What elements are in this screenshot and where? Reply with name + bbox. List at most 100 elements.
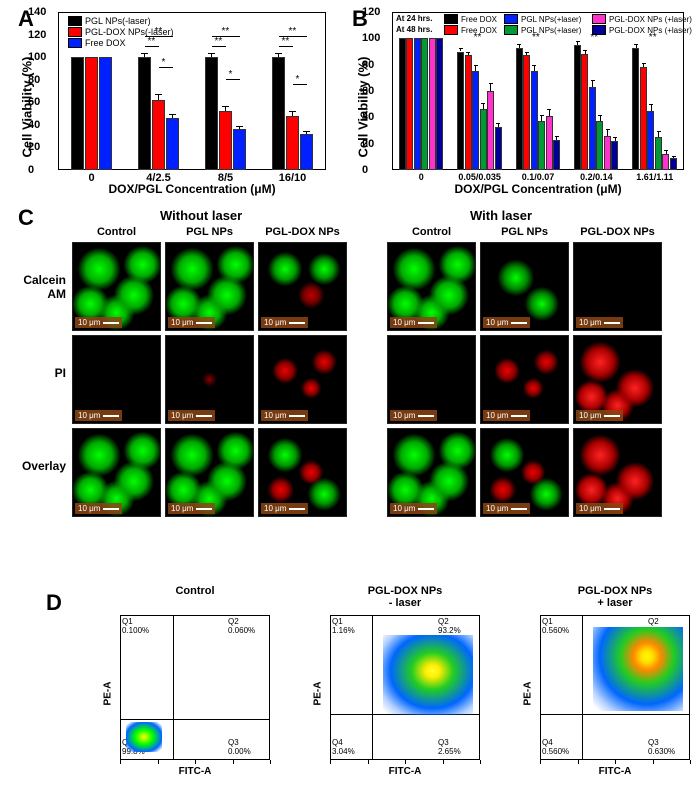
chart-a-xlabel: DOX/PGL Concentration (μM) — [58, 182, 326, 196]
ytick: 100 — [28, 51, 54, 63]
ytick: 40 — [362, 111, 388, 123]
flow-quadrant-label: Q10.560% — [542, 617, 569, 635]
ytick: 100 — [362, 32, 388, 44]
bar — [300, 134, 313, 170]
microscopy-cell: 10 μm — [387, 335, 476, 424]
bar — [472, 71, 479, 170]
chart-a-ylabel: Cell Viability (%) — [20, 28, 35, 158]
panel-c-label: C — [18, 205, 34, 231]
scale-bar: 10 μm — [390, 317, 437, 328]
bar — [546, 116, 553, 170]
flow-quadrant-label: Q293.2% — [438, 617, 461, 635]
microscopy-cell: 10 μm — [573, 428, 662, 517]
legend-item: Free DOX — [444, 14, 504, 24]
bar — [596, 121, 603, 170]
microscopy-cell: 10 μm — [480, 242, 569, 331]
flow-ylabel: PE-A — [312, 681, 323, 705]
microscopy-cell: 10 μm — [573, 242, 662, 331]
microscopy-cell: 10 μm — [387, 242, 476, 331]
microscopy-cell: 10 μm — [72, 428, 161, 517]
flow-quadrant-label: Q43.04% — [332, 738, 355, 756]
flow-title: Control — [120, 585, 270, 597]
bar — [487, 91, 494, 170]
bar — [480, 109, 487, 170]
flow-xlabel: FITC-A — [540, 766, 690, 777]
bar — [85, 57, 98, 170]
xtick: 8/5 — [192, 172, 259, 184]
bar — [436, 38, 443, 170]
ytick: 0 — [362, 164, 388, 176]
flow-cluster — [383, 635, 473, 715]
xtick: 0 — [392, 172, 450, 182]
flow-cluster — [593, 627, 683, 711]
flow-ylabel: PE-A — [522, 681, 533, 705]
bar — [99, 57, 112, 170]
bar — [138, 57, 151, 170]
micro-col-header: PGL NPs — [480, 226, 569, 238]
scale-bar: 10 μm — [390, 503, 437, 514]
legend-item: PGL NPs(-laser) — [68, 16, 174, 26]
bar — [604, 136, 611, 170]
section-without-laser: Without laser — [160, 208, 242, 223]
bar — [421, 38, 428, 170]
chart-b-legend: At 24 hrs. Free DOX PGL NPs(+laser) PGL-… — [396, 14, 686, 36]
flow-quadrant-label: Q40.560% — [542, 738, 569, 756]
microscopy-cell: 10 μm — [573, 335, 662, 424]
ytick: 20 — [362, 138, 388, 150]
bar — [523, 55, 530, 170]
microscopy-cell: 10 μm — [258, 242, 347, 331]
bar — [538, 121, 545, 170]
ytick: 40 — [28, 119, 54, 131]
sig-marker: ** — [590, 32, 598, 43]
bar — [647, 111, 654, 170]
scale-bar: 10 μm — [168, 317, 215, 328]
flow-quadrant-label: Q20.060% — [228, 617, 255, 635]
microscopy-cell: 10 μm — [480, 335, 569, 424]
legend-item: PGL NPs(+laser) — [504, 25, 592, 35]
bar — [71, 57, 84, 170]
legend-item: PGL-DOX NPs (+laser) — [592, 14, 686, 24]
micro-col-header: Control — [387, 226, 476, 238]
flow-title: PGL-DOX NPs+ laser — [540, 585, 690, 609]
scale-bar: 10 μm — [483, 503, 530, 514]
sig-marker: ** — [649, 32, 657, 43]
bar — [286, 116, 299, 170]
xtick: 0.2/0.14 — [567, 172, 625, 182]
micro-col-header: Control — [72, 226, 161, 238]
scale-bar: 10 μm — [390, 410, 437, 421]
bar — [495, 127, 502, 170]
bar — [670, 158, 677, 170]
scale-bar: 10 μm — [261, 503, 308, 514]
flow-quadrant-label: Q10.100% — [122, 617, 149, 635]
sig-marker: ** — [532, 32, 540, 43]
micro-col-header: PGL NPs — [165, 226, 254, 238]
bar — [406, 38, 413, 170]
xtick: 0.05/0.035 — [450, 172, 508, 182]
xtick: 0 — [58, 172, 125, 184]
bar — [632, 48, 639, 170]
scale-bar: 10 μm — [576, 410, 623, 421]
ytick: 140 — [28, 6, 54, 18]
scale-bar: 10 μm — [576, 317, 623, 328]
scale-bar: 10 μm — [576, 503, 623, 514]
ytick: 120 — [362, 6, 388, 18]
ytick: 80 — [362, 59, 388, 71]
microscopy-cell: 10 μm — [387, 428, 476, 517]
bar — [531, 71, 538, 170]
xtick: 0.1/0.07 — [509, 172, 567, 182]
bar — [457, 52, 464, 171]
bar — [399, 38, 406, 170]
bar — [581, 54, 588, 170]
flow-title: PGL-DOX NPs- laser — [330, 585, 480, 609]
bar — [574, 45, 581, 170]
bar — [219, 111, 232, 170]
flow-quadrant-label: Q11.16% — [332, 617, 355, 635]
ytick: 60 — [362, 85, 388, 97]
bar — [205, 57, 218, 170]
bar — [589, 87, 596, 170]
scale-bar: 10 μm — [261, 410, 308, 421]
section-with-laser: With laser — [470, 208, 532, 223]
microscopy-cell: 10 μm — [258, 428, 347, 517]
microscopy-cell: 10 μm — [165, 335, 254, 424]
xtick: 4/2.5 — [125, 172, 192, 184]
